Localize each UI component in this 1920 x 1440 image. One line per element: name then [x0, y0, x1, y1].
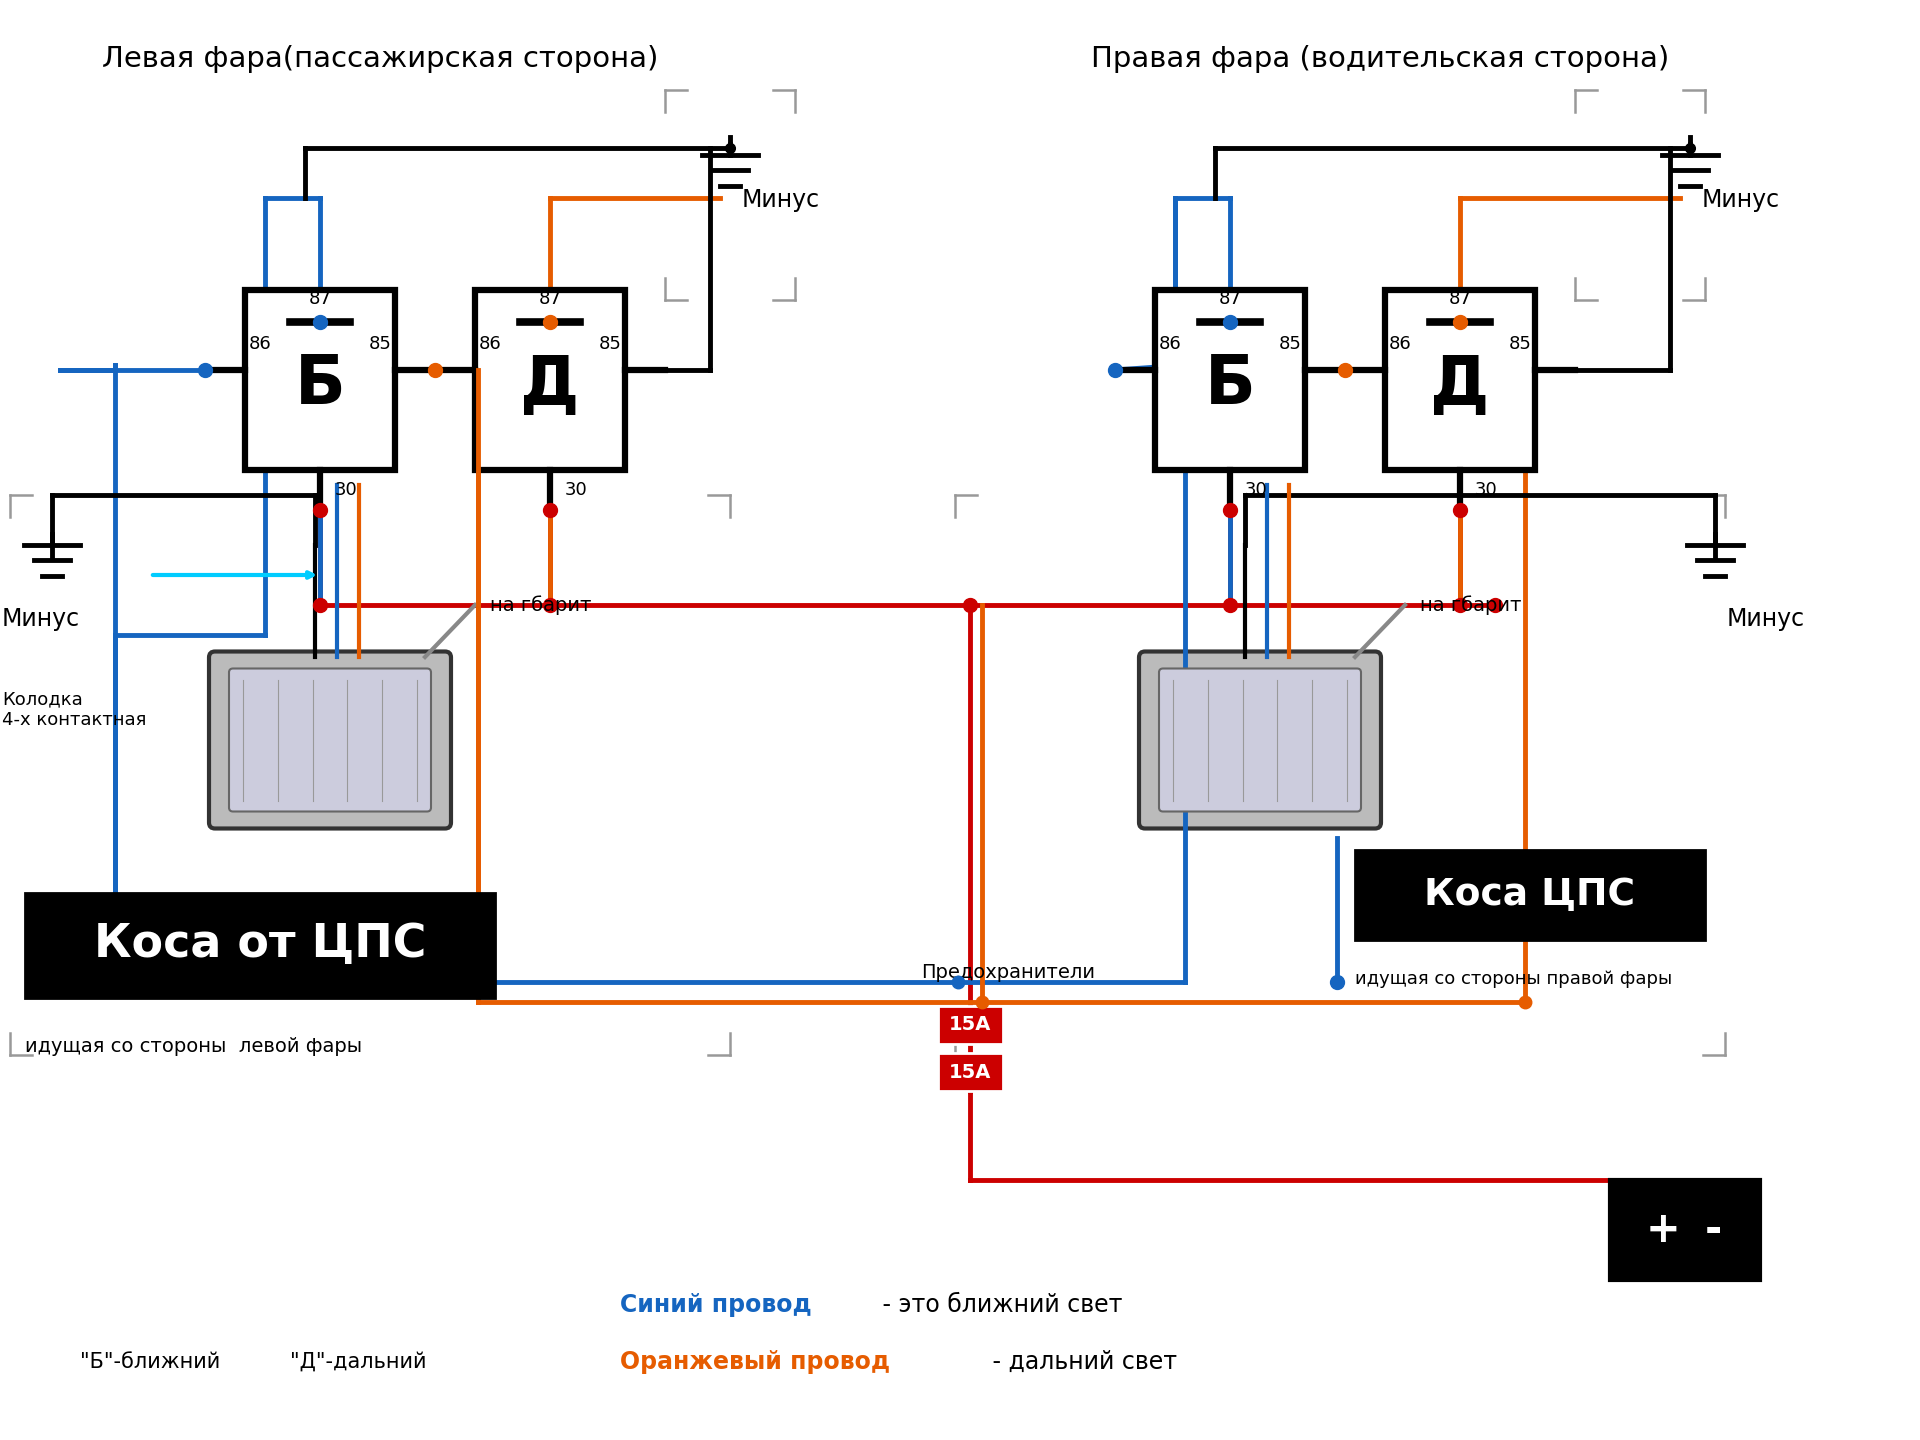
- Text: Правая фара (водительская сторона): Правая фара (водительская сторона): [1091, 45, 1668, 73]
- Bar: [474, 289, 626, 469]
- Text: Д: Д: [1430, 351, 1490, 418]
- Text: Минус: Минус: [2, 608, 81, 631]
- Text: 30: 30: [564, 481, 588, 500]
- Text: Предохранители: Предохранители: [922, 963, 1094, 982]
- Text: на гбарит: на гбарит: [490, 595, 591, 615]
- Text: 85: 85: [1509, 336, 1532, 353]
- Text: 15А: 15А: [948, 1015, 991, 1034]
- Text: Д: Д: [520, 351, 580, 418]
- FancyBboxPatch shape: [209, 651, 451, 828]
- Bar: [25, 893, 495, 998]
- Text: 30: 30: [1475, 481, 1498, 500]
- Bar: [1156, 289, 1306, 469]
- Text: Минус: Минус: [1701, 189, 1780, 212]
- Text: "Б"-ближний: "Б"-ближний: [81, 1352, 221, 1372]
- Bar: [937, 1007, 1002, 1044]
- Text: идущая со стороны правой фары: идущая со стороны правой фары: [1356, 971, 1672, 988]
- Text: Колодка
4-х контактная: Колодка 4-х контактная: [2, 690, 146, 729]
- Text: 30: 30: [1244, 481, 1267, 500]
- Text: 86: 86: [248, 336, 271, 353]
- Text: 86: 86: [1158, 336, 1181, 353]
- Text: 85: 85: [1279, 336, 1302, 353]
- Text: Минус: Минус: [1726, 608, 1805, 631]
- FancyBboxPatch shape: [228, 668, 430, 812]
- Text: Синий провод: Синий провод: [620, 1293, 812, 1318]
- Bar: [937, 1053, 1002, 1092]
- FancyBboxPatch shape: [1160, 668, 1361, 812]
- Text: идущая со стороны  левой фары: идущая со стороны левой фары: [25, 1037, 363, 1056]
- Text: "Д"-дальний: "Д"-дальний: [290, 1352, 426, 1372]
- Bar: [246, 289, 396, 469]
- Text: - дальний свет: - дальний свет: [985, 1351, 1177, 1374]
- Bar: [1356, 850, 1705, 940]
- Text: на гбарит: на гбарит: [1421, 595, 1521, 615]
- Text: 30: 30: [334, 481, 357, 500]
- Text: -: -: [1705, 1210, 1722, 1251]
- Text: Оранжевый провод: Оранжевый провод: [620, 1351, 891, 1374]
- Text: 15А: 15А: [948, 1063, 991, 1081]
- Text: 85: 85: [369, 336, 392, 353]
- Text: Минус: Минус: [741, 189, 820, 212]
- Text: 85: 85: [599, 336, 622, 353]
- Text: 86: 86: [1388, 336, 1411, 353]
- Text: 87: 87: [1219, 289, 1242, 308]
- Text: 87: 87: [540, 289, 561, 308]
- Text: Б: Б: [294, 351, 346, 418]
- Bar: [1611, 1179, 1761, 1280]
- Text: Левая фара(пассажирская сторона): Левая фара(пассажирская сторона): [102, 45, 659, 73]
- Text: - это ближний свет: - это ближний свет: [876, 1293, 1123, 1318]
- FancyBboxPatch shape: [1139, 651, 1380, 828]
- Text: 87: 87: [1448, 289, 1471, 308]
- Text: 87: 87: [309, 289, 332, 308]
- Text: +: +: [1645, 1210, 1680, 1251]
- Text: 86: 86: [478, 336, 501, 353]
- Text: Коса от ЦПС: Коса от ЦПС: [94, 923, 426, 968]
- Text: Коса ЦПС: Коса ЦПС: [1425, 877, 1636, 913]
- Bar: [1384, 289, 1534, 469]
- Text: Б: Б: [1204, 351, 1256, 418]
